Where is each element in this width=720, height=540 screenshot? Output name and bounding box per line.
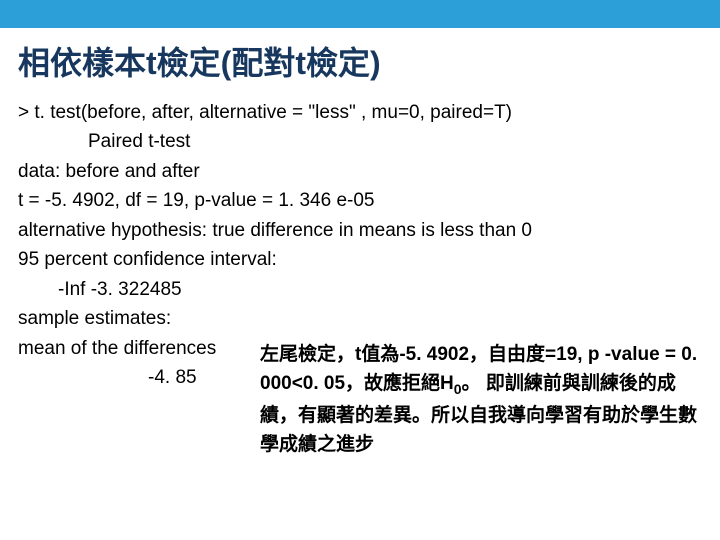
output-line: data: before and after xyxy=(18,157,702,186)
output-line: t = -5. 4902, df = 19, p-value = 1. 346 … xyxy=(18,186,702,215)
output-line: -Inf -3. 322485 xyxy=(18,275,702,304)
explanation-text: 左尾檢定，t值為-5. 4902，自由度=19, p -value = 0. 0… xyxy=(260,340,705,460)
explain-segment: 。 xyxy=(462,373,481,394)
code-line: > t. test(before, after, alternative = "… xyxy=(18,98,702,127)
top-accent-bar xyxy=(0,0,720,28)
subscript: 0 xyxy=(454,381,462,397)
explain-segment: 左尾檢定，t值為-5. 4902，自由度=19, p xyxy=(260,344,599,365)
output-line: alternative hypothesis: true difference … xyxy=(18,216,702,245)
output-line: 95 percent confidence interval: xyxy=(18,245,702,274)
slide-title: 相依樣本t檢定(配對t檢定) xyxy=(0,28,720,98)
output-line: Paired t-test xyxy=(18,127,702,156)
output-line: sample estimates: xyxy=(18,304,702,333)
